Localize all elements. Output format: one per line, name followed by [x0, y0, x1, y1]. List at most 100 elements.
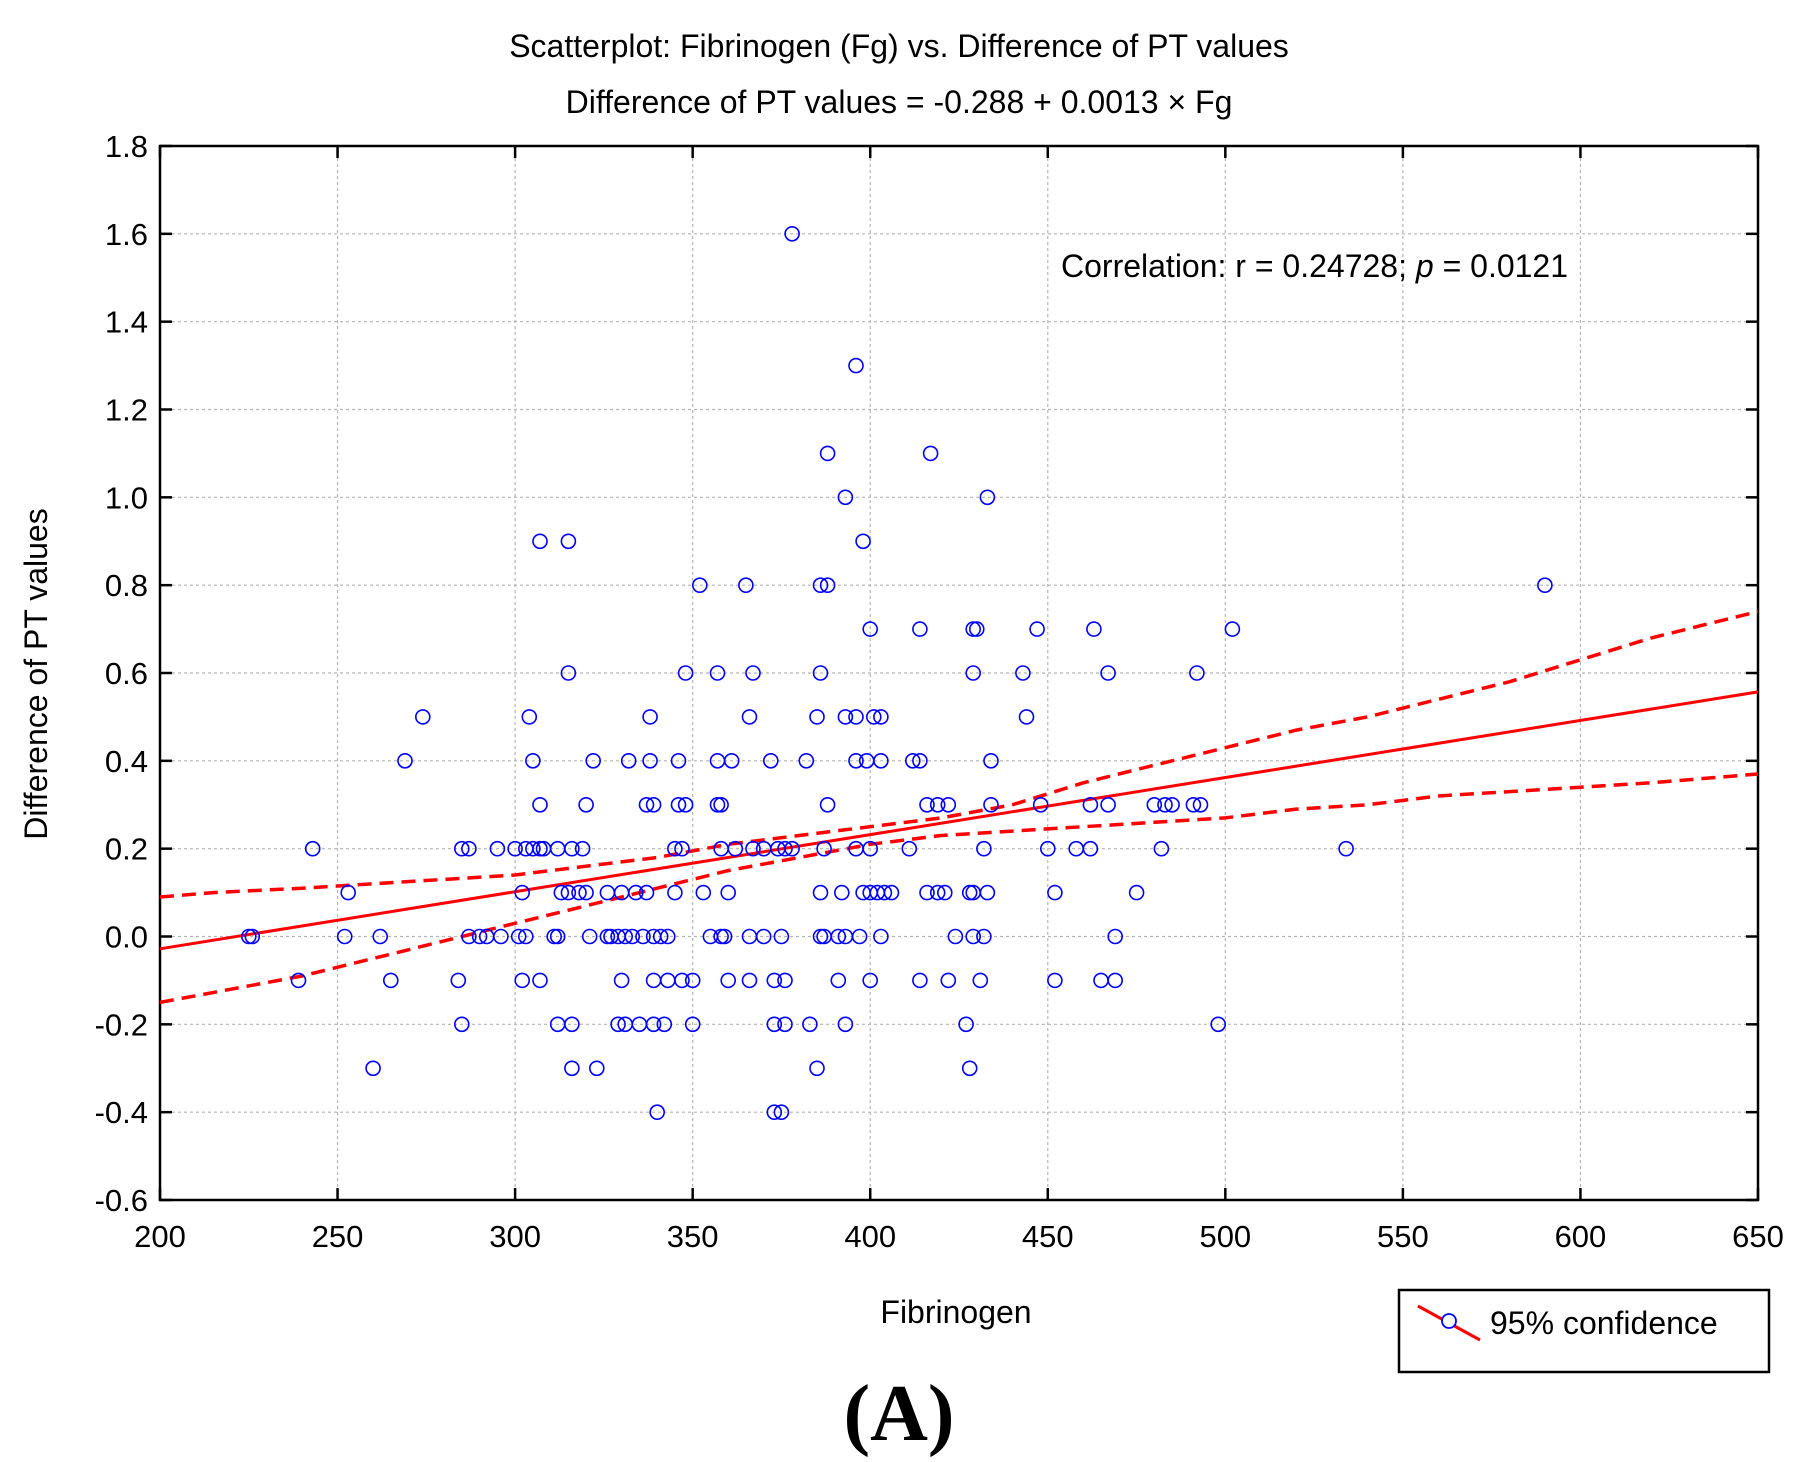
data-point: [1189, 665, 1205, 681]
data-point: [588, 1060, 605, 1077]
data-point: [1100, 796, 1116, 813]
data-point: [862, 621, 879, 637]
data-point: [965, 928, 982, 945]
data-point: [241, 928, 257, 945]
y-tick-label: 1.6: [105, 217, 148, 252]
data-point: [514, 972, 531, 989]
data-point: [741, 709, 758, 725]
data-point: [560, 665, 577, 681]
data-point: [940, 972, 957, 989]
x-tick-label: 650: [1732, 1219, 1784, 1254]
data-point: [830, 928, 847, 945]
data-point: [862, 840, 879, 857]
data-point: [873, 928, 889, 945]
data-point: [862, 972, 879, 989]
x-tick-label: 450: [1022, 1219, 1074, 1254]
data-point: [855, 533, 871, 550]
correlation-annotation: Correlation: r = 0.24728; p = 0.0121: [1061, 248, 1568, 284]
data-point: [493, 928, 509, 945]
data-point: [532, 972, 548, 989]
data-point: [659, 928, 676, 945]
data-point: [1146, 796, 1163, 813]
data-point: [525, 840, 541, 857]
data-point: [809, 1060, 825, 1077]
data-point: [830, 972, 847, 989]
data-point: [1107, 972, 1123, 989]
data-point: [961, 884, 978, 901]
data-point: [667, 840, 683, 857]
data-point: [873, 752, 889, 769]
y-tick-label: 1.4: [105, 305, 148, 340]
data-point: [617, 928, 634, 945]
data-point: [1107, 928, 1123, 945]
data-point: [777, 972, 793, 989]
data-point: [397, 752, 413, 769]
data-point: [766, 972, 783, 989]
data-point: [549, 928, 566, 945]
panel-label: (A): [843, 1370, 954, 1458]
data-point: [372, 928, 389, 945]
data-point: [976, 840, 992, 857]
x-tick-label: 400: [844, 1219, 896, 1254]
data-point: [713, 796, 729, 813]
x-tick-label: 250: [312, 1219, 364, 1254]
data-point: [865, 709, 882, 725]
data-point: [965, 621, 982, 637]
data-point: [837, 709, 854, 725]
data-point: [1338, 840, 1354, 857]
data-point: [599, 884, 616, 901]
x-tick-label: 600: [1555, 1219, 1607, 1254]
data-point: [336, 928, 353, 945]
y-tick-label: 1.2: [105, 393, 148, 428]
data-point: [961, 1060, 978, 1077]
data-point: [532, 533, 548, 550]
confidence-bands: [159, 609, 1759, 1005]
data-point: [674, 972, 690, 989]
data-point: [1029, 621, 1045, 637]
data-point: [858, 752, 875, 769]
data-point: [304, 840, 321, 857]
ci-upper-line: [159, 609, 1759, 899]
x-axis: 200 250 300 350 400 450 500 550 600 650: [134, 146, 1784, 1254]
data-point: [684, 972, 701, 989]
data-point: [670, 796, 687, 813]
legend: 95% confidence: [1397, 1288, 1771, 1374]
data-point: [684, 1016, 701, 1033]
y-tick-label: 0.4: [105, 744, 148, 779]
chart-subtitle: Difference of PT values = -0.288 + 0.001…: [566, 84, 1233, 120]
data-point: [1164, 796, 1180, 813]
data-point: [652, 928, 669, 945]
data-point: [837, 489, 854, 506]
data-point: [819, 577, 836, 594]
data-point: [471, 928, 488, 945]
chart-title: Scatterplot: Fibrinogen (Fg) vs. Differe…: [509, 28, 1289, 64]
y-tick-label: -0.6: [95, 1183, 148, 1218]
data-point: [610, 1016, 626, 1033]
data-point: [883, 884, 900, 901]
data-point: [414, 709, 431, 725]
data-point: [745, 665, 761, 681]
data-point: [1047, 972, 1063, 989]
data-point: [919, 796, 935, 813]
data-point: [453, 840, 470, 857]
data-point: [677, 796, 694, 813]
data-point: [965, 884, 982, 901]
x-tick-label: 300: [489, 1219, 541, 1254]
data-point: [837, 1016, 854, 1033]
regression-line: [159, 690, 1759, 951]
correlation-suffix: = 0.0121: [1434, 248, 1568, 284]
data-point: [968, 621, 985, 637]
y-tick-label: 1.8: [105, 129, 148, 164]
data-point: [1224, 621, 1241, 637]
data-point: [642, 752, 658, 769]
data-point: [514, 884, 531, 901]
data-point: [812, 577, 829, 594]
data-point: [564, 840, 580, 857]
data-point: [624, 928, 641, 945]
data-point: [812, 884, 829, 901]
data-point: [979, 884, 996, 901]
data-point: [873, 709, 889, 725]
data-point: [716, 928, 733, 945]
y-axis-label: Difference of PT values: [18, 508, 54, 839]
